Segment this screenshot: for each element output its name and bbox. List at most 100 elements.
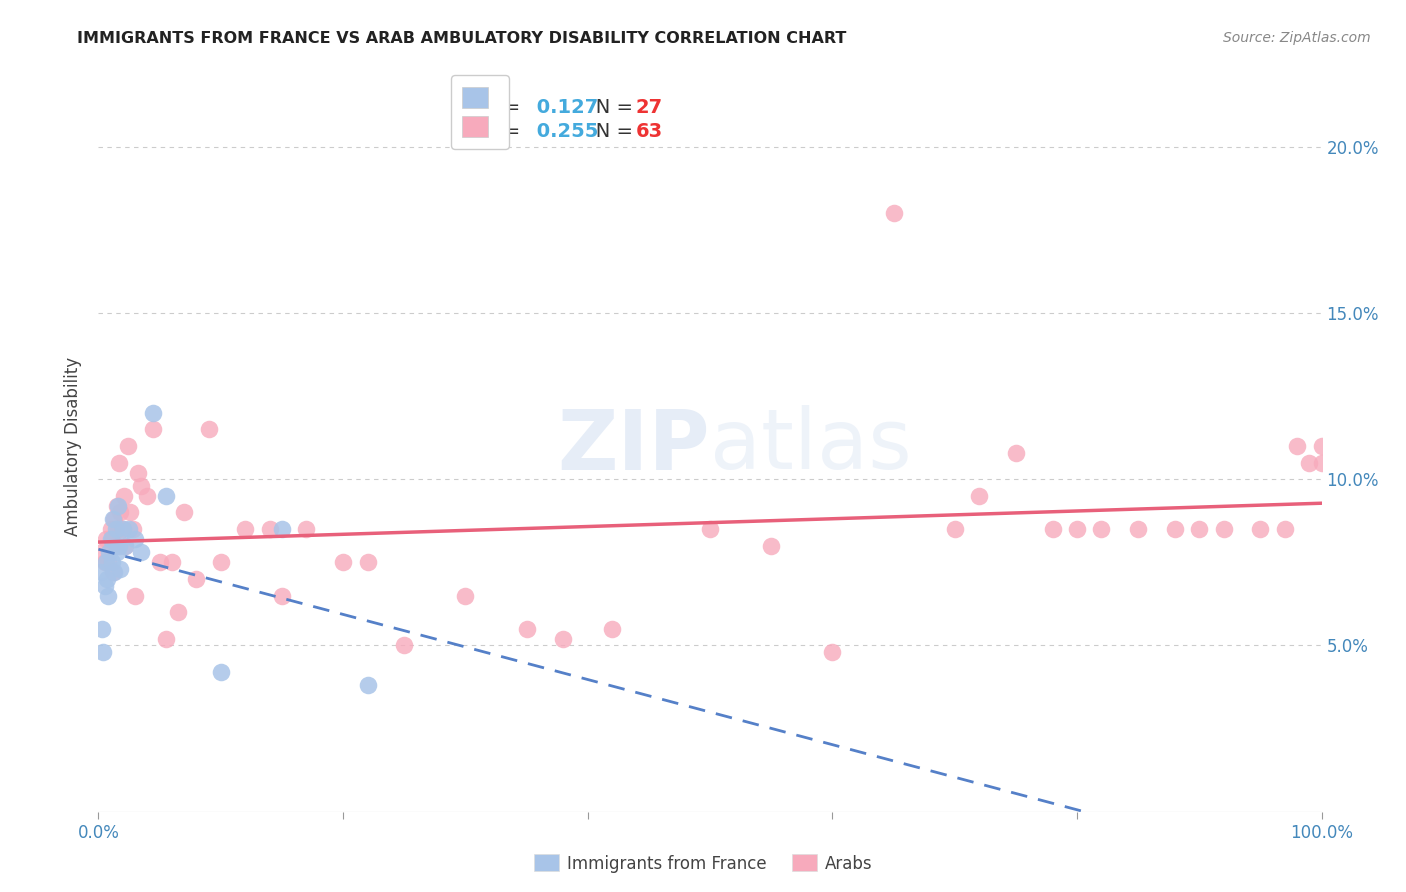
Point (600, 622, 623, 636)
Point (1188, 522, 1211, 536)
Point (821, 645, 844, 659)
Point (883, 206, 905, 220)
Point (91, 545, 114, 559)
Point (129, 545, 152, 559)
Point (516, 622, 538, 636)
Point (295, 522, 318, 536)
Legend: , : , (451, 75, 509, 149)
Point (94, 555, 117, 569)
Point (155, 489, 177, 503)
Point (121, 522, 143, 536)
Point (392, 639, 416, 653)
Point (111, 522, 134, 536)
Point (1310, 439, 1333, 453)
Point (124, 589, 146, 603)
Point (110, 506, 132, 520)
Point (1286, 439, 1309, 453)
Point (104, 522, 127, 536)
Point (1310, 456, 1333, 470)
Point (1128, 522, 1150, 536)
Point (136, 489, 159, 503)
Point (356, 555, 378, 569)
Point (101, 566, 124, 580)
Point (107, 522, 129, 536)
Point (1212, 522, 1234, 536)
Point (120, 506, 142, 520)
Point (142, 406, 165, 420)
Point (97, 589, 120, 603)
Point (101, 555, 124, 569)
Point (124, 532, 146, 546)
Point (1090, 522, 1112, 536)
Point (142, 422, 165, 436)
Point (699, 522, 721, 536)
Text: ZIP: ZIP (558, 406, 710, 486)
Point (1164, 522, 1187, 536)
Point (105, 545, 128, 559)
Point (100, 532, 122, 546)
Point (233, 522, 256, 536)
Point (107, 499, 129, 513)
Point (112, 489, 135, 503)
Point (114, 539, 136, 553)
Point (93, 555, 115, 569)
Point (91, 645, 114, 659)
Point (356, 678, 378, 692)
Point (93, 579, 115, 593)
Point (108, 539, 131, 553)
Point (332, 555, 354, 569)
Y-axis label: Ambulatory Disability: Ambulatory Disability (65, 357, 83, 535)
Point (114, 539, 136, 553)
Text: 63: 63 (636, 122, 662, 141)
Point (270, 589, 294, 603)
Point (110, 562, 132, 576)
Point (1298, 456, 1320, 470)
Point (167, 605, 190, 619)
Point (1042, 522, 1064, 536)
Point (259, 522, 281, 536)
Point (155, 632, 177, 646)
Text: R =: R = (484, 122, 526, 141)
Point (454, 589, 477, 603)
Point (186, 572, 208, 586)
Point (94, 532, 117, 546)
Point (197, 422, 219, 436)
Point (103, 512, 125, 526)
Point (111, 522, 134, 536)
Text: IMMIGRANTS FROM FRANCE VS ARAB AMBULATORY DISABILITY CORRELATION CHART: IMMIGRANTS FROM FRANCE VS ARAB AMBULATOR… (77, 31, 846, 46)
Point (761, 539, 783, 553)
Text: Source: ZipAtlas.com: Source: ZipAtlas.com (1223, 31, 1371, 45)
Point (1066, 522, 1088, 536)
Point (100, 522, 122, 536)
Point (209, 665, 232, 679)
Legend: Immigrants from France, Arabs: Immigrants from France, Arabs (527, 847, 879, 880)
Text: N =: N = (576, 98, 638, 117)
Point (967, 489, 990, 503)
Point (1274, 522, 1296, 536)
Point (1250, 522, 1272, 536)
Point (209, 555, 232, 569)
Text: R =: R = (484, 98, 526, 117)
Text: 27: 27 (636, 98, 662, 117)
Point (90, 566, 112, 580)
Text: N =: N = (576, 122, 638, 141)
Text: 0.255: 0.255 (530, 122, 599, 141)
Point (943, 522, 966, 536)
Point (173, 506, 195, 520)
Point (103, 566, 125, 580)
Point (97, 555, 120, 569)
Point (553, 632, 575, 646)
Point (101, 532, 124, 546)
Point (127, 466, 149, 480)
Point (149, 555, 172, 569)
Point (117, 439, 139, 453)
Point (118, 522, 141, 536)
Point (270, 522, 294, 536)
Point (108, 456, 131, 470)
Point (98, 545, 121, 559)
Point (129, 479, 152, 493)
Point (91, 622, 114, 636)
Point (105, 499, 128, 513)
Text: 0.127: 0.127 (530, 98, 599, 117)
Point (160, 555, 183, 569)
